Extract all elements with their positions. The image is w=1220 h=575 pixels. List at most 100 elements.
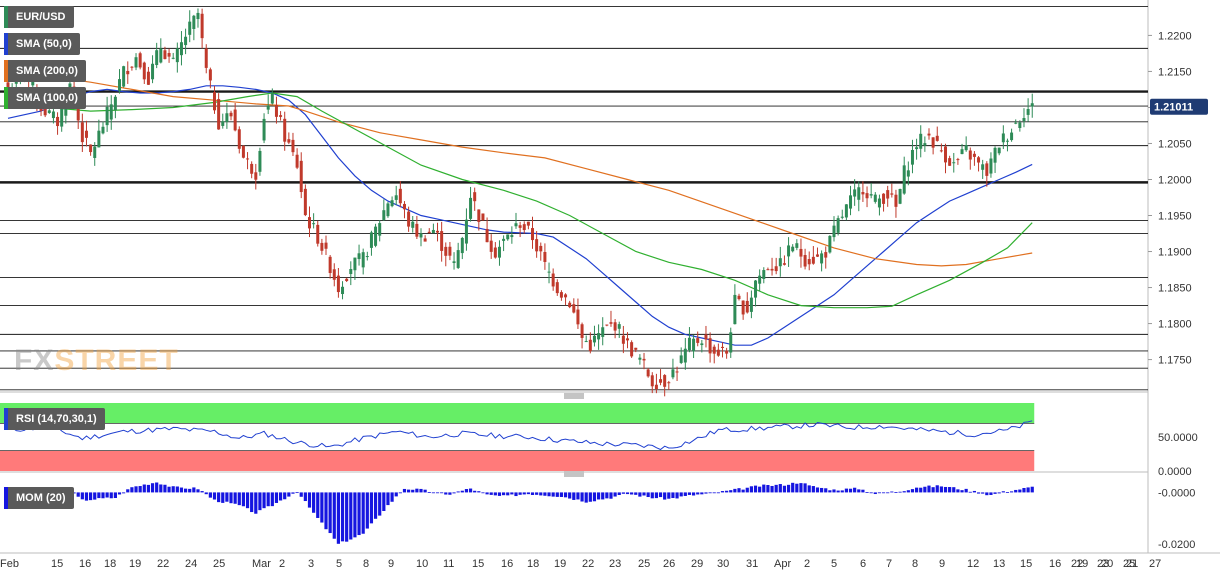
mom-bar xyxy=(832,489,836,493)
candle-body xyxy=(844,204,848,218)
candle-body xyxy=(654,384,658,390)
candle xyxy=(374,223,378,248)
last-price-tag: 1.21011 xyxy=(1150,98,1208,115)
mom-bar xyxy=(762,484,766,493)
candle-body xyxy=(890,193,894,195)
candle-body xyxy=(522,224,526,231)
candle xyxy=(357,244,361,266)
legend-sma200[interactable]: SMA (200,0) xyxy=(4,60,86,82)
x-tick-label: 25 xyxy=(638,558,650,570)
candle xyxy=(138,51,142,70)
candle-body xyxy=(935,135,939,141)
x-tick-label: 13 xyxy=(993,558,1005,570)
legend-sma50[interactable]: SMA (50,0) xyxy=(4,33,80,55)
candle-body xyxy=(787,245,791,257)
candle xyxy=(993,146,997,173)
mom-bar xyxy=(828,490,832,493)
candle xyxy=(787,237,791,267)
candle-body xyxy=(402,203,406,210)
candle xyxy=(626,332,629,349)
candle xyxy=(518,221,522,238)
mom-bar xyxy=(274,492,279,503)
candle xyxy=(287,132,291,145)
mom-bar xyxy=(824,488,828,493)
x-tick-label: 29 xyxy=(691,558,703,570)
candle-body xyxy=(939,150,943,152)
mom-bar xyxy=(270,492,274,507)
candle xyxy=(316,220,320,247)
x-tick-label: 8 xyxy=(912,558,918,570)
mom-bar xyxy=(658,492,663,498)
last-price-label: 1.21011 xyxy=(1154,102,1193,114)
candle-body xyxy=(646,369,650,377)
candle xyxy=(196,8,200,28)
candle xyxy=(254,163,258,190)
mom-bar xyxy=(687,492,692,495)
candle xyxy=(882,193,886,212)
mom-bar xyxy=(547,492,551,497)
candle-body xyxy=(93,146,97,158)
legend-sma100[interactable]: SMA (100,0) xyxy=(4,87,86,109)
mom-bar xyxy=(431,492,435,494)
candle xyxy=(431,223,435,234)
x-tick-label: 23 xyxy=(609,558,621,570)
mom-bar xyxy=(716,492,720,494)
candle xyxy=(795,239,799,251)
candle xyxy=(485,217,489,243)
candle-body xyxy=(287,139,291,143)
candle-body xyxy=(1026,109,1030,115)
candle-body xyxy=(179,42,183,56)
mom-bar xyxy=(584,492,588,503)
candle-body xyxy=(431,229,435,234)
candle xyxy=(109,95,113,130)
candle-body xyxy=(613,322,617,331)
x-tick-label: 22 xyxy=(582,558,594,570)
panel-resize-handle[interactable] xyxy=(564,393,584,399)
candle-body xyxy=(97,130,101,148)
mom-bar xyxy=(654,492,659,499)
mom-bar xyxy=(502,492,506,496)
candle-body xyxy=(799,248,803,257)
candle-body xyxy=(712,346,716,354)
legend-rsi[interactable]: RSI (14,70,30,1) xyxy=(4,408,105,430)
mom-bar xyxy=(386,492,390,506)
candle-body xyxy=(460,237,464,254)
mom-bar xyxy=(345,492,349,542)
legend-symbol[interactable]: EUR/USD xyxy=(4,6,74,28)
mom-bar xyxy=(601,492,605,500)
candle xyxy=(559,290,563,301)
candle xyxy=(283,111,287,151)
x-tick-label: 18 xyxy=(527,558,539,570)
candle-body xyxy=(861,192,865,195)
candle xyxy=(977,156,981,172)
candle-body xyxy=(221,121,225,126)
candle-body xyxy=(163,50,167,60)
mom-bar xyxy=(964,488,968,493)
mom-bar xyxy=(985,492,989,496)
mom-bar xyxy=(229,492,233,504)
candle xyxy=(543,243,547,270)
candle xyxy=(221,113,225,129)
candle-body xyxy=(357,253,361,260)
candle xyxy=(824,246,828,269)
mom-bar xyxy=(146,484,151,493)
candle xyxy=(97,119,101,148)
legend-mom[interactable]: MOM (20) xyxy=(4,487,74,509)
candle xyxy=(93,142,97,166)
candle-body xyxy=(539,245,543,252)
candle xyxy=(477,209,481,231)
candle-body xyxy=(820,253,824,264)
candle xyxy=(832,216,836,242)
candle-body xyxy=(634,347,638,350)
candle-body xyxy=(716,349,720,356)
candle xyxy=(989,152,993,178)
candle xyxy=(576,298,580,329)
y-tick-label: 1.1850 xyxy=(1158,283,1192,295)
panel-resize-handle[interactable] xyxy=(564,471,584,477)
candle-body xyxy=(902,165,906,194)
mom-bar xyxy=(638,492,642,497)
candle-body xyxy=(332,269,336,280)
candle xyxy=(630,340,634,358)
candle xyxy=(646,368,650,378)
candle-body xyxy=(126,70,130,75)
